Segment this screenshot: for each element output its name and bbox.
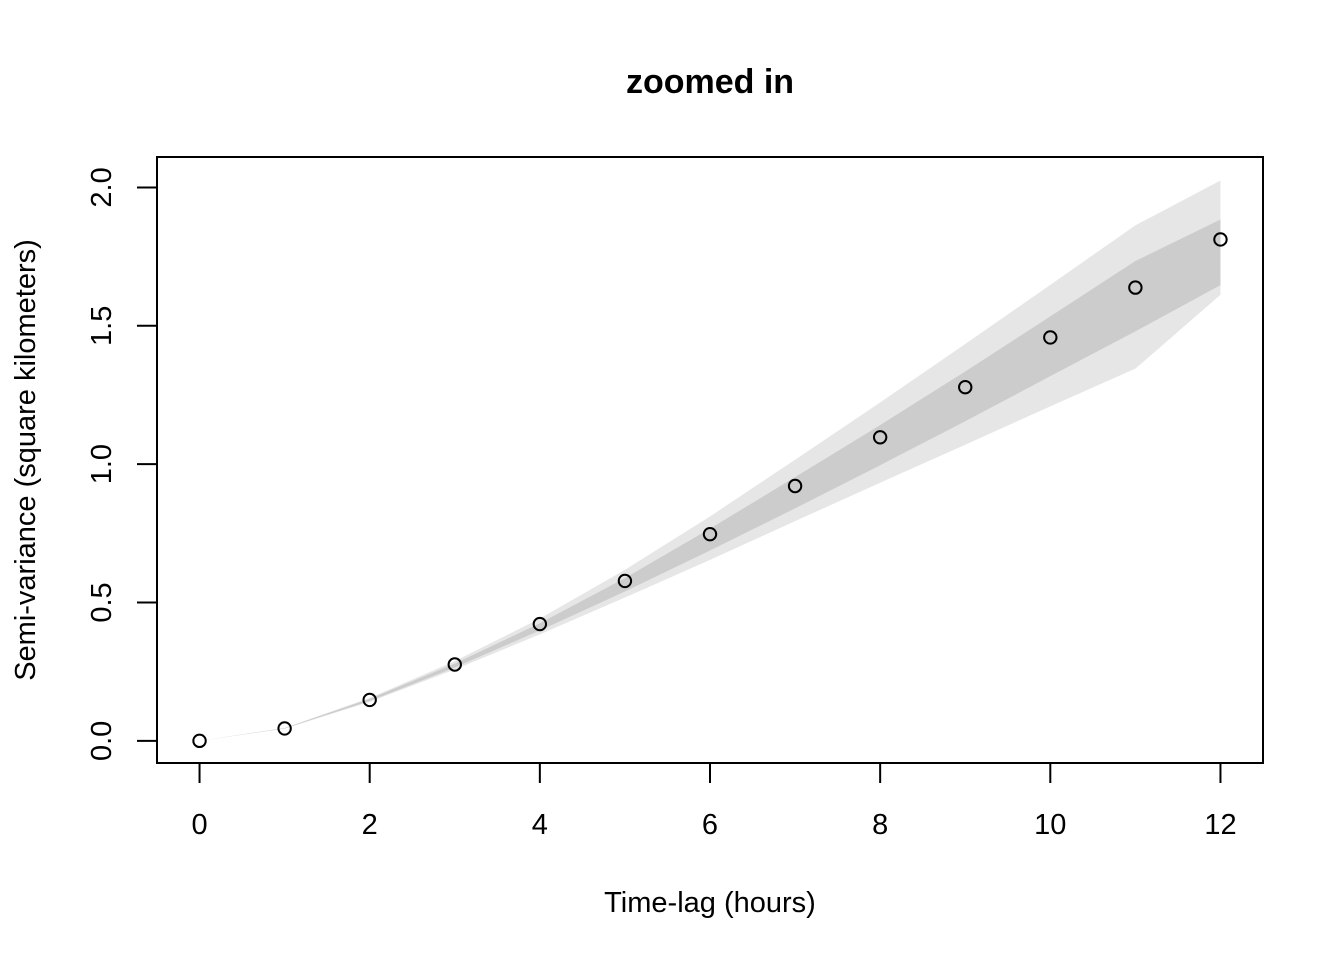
data-point — [277, 721, 292, 736]
y-tick-label: 0.0 — [86, 721, 118, 761]
y-tick-label: 1.5 — [86, 306, 118, 346]
y-tick-label: 0.5 — [86, 582, 118, 622]
x-tick-label: 10 — [1034, 809, 1066, 841]
plot-frame — [156, 156, 1264, 764]
data-points — [192, 232, 1228, 749]
x-tick-label: 6 — [702, 809, 718, 841]
data-point — [617, 573, 633, 589]
data-point — [958, 380, 973, 395]
y-axis-label: Semi-variance (square kilometers) — [10, 239, 42, 681]
x-tick-label: 2 — [362, 809, 378, 841]
data-point — [532, 616, 548, 632]
x-tick-label: 8 — [872, 809, 888, 841]
x-tick-label: 12 — [1204, 809, 1236, 841]
x-tick-label: 4 — [532, 809, 548, 841]
data-point — [787, 478, 803, 494]
band-outer — [199, 180, 1221, 741]
y-tick-label: 2.0 — [86, 167, 118, 207]
data-point — [192, 733, 207, 749]
y-axis: 0.0 0.5 1.0 1.5 2.0 — [86, 167, 158, 761]
x-axis-label: Time-lag (hours) — [604, 887, 816, 919]
data-point — [702, 526, 718, 542]
confidence-bands — [199, 180, 1221, 741]
chart-title: zoomed in — [626, 63, 794, 101]
data-point — [1213, 232, 1228, 247]
data-point — [1043, 330, 1058, 345]
data-point — [447, 657, 462, 672]
x-tick-label: 0 — [191, 809, 207, 841]
data-point — [362, 692, 377, 708]
y-tick-label: 1.0 — [86, 444, 118, 484]
x-axis: 0 2 4 6 8 10 12 — [191, 762, 1237, 841]
data-point — [872, 430, 888, 445]
data-point — [1128, 280, 1143, 295]
